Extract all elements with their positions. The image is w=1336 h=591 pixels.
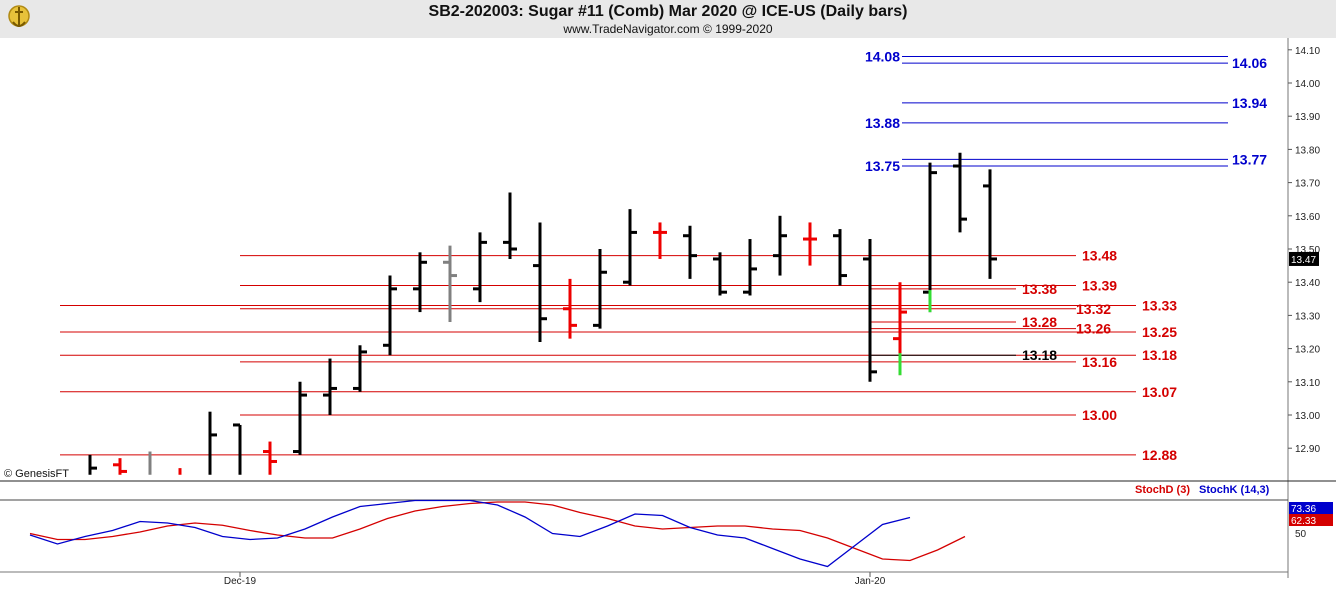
price-tick-label: 13.30	[1295, 311, 1320, 322]
time-tick-label: Jan-20	[855, 576, 886, 587]
red-level-inner-label: 13.26	[1076, 321, 1111, 337]
stochk-legend: StochK (14,3)	[1199, 484, 1270, 496]
black-level-label: 13.18	[1022, 347, 1057, 363]
price-panel: 14.08 13.88 13.75 14.06 13.94 13.77 13.48 13.33…	[0, 38, 1320, 578]
red-level-inner-label: 13.38	[1022, 281, 1057, 297]
red-level-inner-label: 13.39	[1082, 278, 1117, 294]
chart-subtitle: www.TradeNavigator.com © 1999-2020	[563, 22, 773, 36]
price-plot-area	[0, 38, 1288, 481]
genesis-copyright: © GenesisFT	[4, 468, 69, 480]
price-tick-label: 13.90	[1295, 112, 1320, 123]
price-tick-label: 13.10	[1295, 378, 1320, 389]
price-tick-label: 13.50	[1295, 245, 1320, 256]
stochd-value-box	[1289, 514, 1333, 526]
last-price-label: 13.47	[1291, 255, 1316, 266]
price-tick-label: 13.20	[1295, 345, 1320, 356]
red-level-label: 13.25	[1142, 324, 1177, 340]
ohlc-bars	[88, 152, 997, 475]
price-tick-label: 13.60	[1295, 212, 1320, 223]
red-level-label: 13.18	[1142, 347, 1177, 363]
red-level-label: 13.00	[1082, 407, 1117, 423]
price-tick-label: 13.80	[1295, 145, 1320, 156]
chart-title: SB2-202003: Sugar #11 (Comb) Mar 2020 @ …	[428, 3, 908, 20]
time-tick-label: Dec-19	[224, 576, 257, 587]
stochd-value-label: 62.33	[1291, 516, 1316, 527]
price-tick-label: 14.00	[1295, 79, 1320, 90]
stochk-value-label: 73.36	[1291, 504, 1316, 515]
time-axis: Dec-19 Jan-20	[224, 572, 886, 587]
red-level-label: 12.88	[1142, 447, 1177, 463]
stochd-line	[29, 501, 966, 562]
blue-level-label: 13.88	[865, 115, 900, 131]
red-level-inner-label: 13.28	[1022, 314, 1057, 330]
price-tick-label: 12.90	[1295, 444, 1320, 455]
blue-level-label: 14.06	[1232, 55, 1267, 71]
red-level-label: 13.33	[1142, 297, 1177, 313]
price-axis: 12.90 13.00 13.10 13.20 13.30 13.40 13.50 13.60…	[1288, 46, 1320, 455]
blue-level-label: 13.94	[1232, 95, 1267, 111]
trade-navigator-logo-icon	[8, 5, 30, 27]
price-tick-label: 13.70	[1295, 179, 1320, 190]
price-tick-label: 13.00	[1295, 411, 1320, 422]
stoch-lines	[29, 499, 966, 568]
price-tick-label: 13.40	[1295, 278, 1320, 289]
last-price-box	[1289, 251, 1319, 266]
chart-header	[0, 0, 1336, 38]
stochk-line	[29, 499, 911, 568]
stoch-tick-label: 50	[1295, 529, 1307, 540]
price-tick-label: 14.10	[1295, 46, 1320, 57]
blue-level-label: 14.08	[865, 48, 900, 64]
stochk-value-box	[1289, 502, 1333, 514]
blue-level-label: 13.77	[1232, 151, 1267, 167]
level-lines: 14.08 13.88 13.75 14.06 13.94 13.77 13.48 13.33…	[60, 48, 1267, 463]
red-level-label: 13.48	[1082, 248, 1117, 264]
blue-level-label: 13.75	[865, 158, 900, 174]
red-level-label: 13.07	[1142, 384, 1177, 400]
red-level-inner-label: 13.32	[1076, 301, 1111, 317]
stochd-legend: StochD (3)	[1135, 484, 1190, 496]
red-level-inner-label: 13.16	[1082, 354, 1117, 370]
